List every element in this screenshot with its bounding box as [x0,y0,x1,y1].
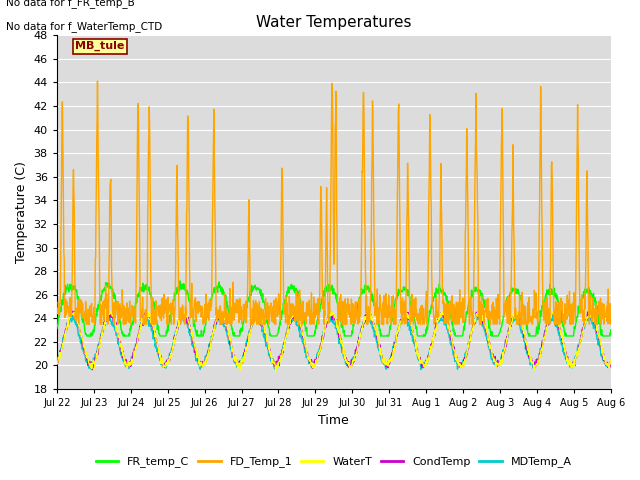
FD_Temp_1 [607,317,614,323]
FR_temp_C [369,294,377,300]
MDTemp_A [369,325,376,331]
FD_Temp_1 [369,108,377,114]
MDTemp_A [96,341,104,347]
FR_temp_C [53,326,61,332]
FD_Temp_1 [53,310,61,316]
CondTemp [310,361,318,367]
CondTemp [369,320,377,326]
FR_temp_C [96,297,104,302]
MDTemp_A [289,318,296,324]
CondTemp [607,361,614,367]
Line: FR_temp_C: FR_temp_C [57,281,611,336]
FR_temp_C [310,333,318,339]
X-axis label: Time: Time [319,414,349,427]
WaterT [118,348,126,354]
CondTemp [289,312,296,318]
FR_temp_C [300,320,308,326]
FR_temp_C [607,327,614,333]
Title: Water Temperatures: Water Temperatures [256,15,412,30]
WaterT [300,336,308,341]
WaterT [369,318,377,324]
WaterT [607,357,614,363]
FD_Temp_1 [97,321,104,327]
CondTemp [68,308,76,314]
MDTemp_A [106,312,113,317]
WaterT [272,369,280,374]
Text: No data for f_FR_temp_B: No data for f_FR_temp_B [6,0,135,8]
CondTemp [300,338,308,344]
MDTemp_A [300,341,308,347]
FR_temp_C [176,278,184,284]
Y-axis label: Temperature (C): Temperature (C) [15,161,28,263]
FR_temp_C [83,333,91,339]
MDTemp_A [119,356,127,362]
FD_Temp_1 [310,321,318,327]
CondTemp [88,367,96,372]
FD_Temp_1 [83,321,90,327]
Text: No data for f_WaterTemp_CTD: No data for f_WaterTemp_CTD [6,21,163,32]
CondTemp [119,355,127,361]
Line: MDTemp_A: MDTemp_A [57,314,611,370]
FD_Temp_1 [93,78,101,84]
MDTemp_A [53,360,61,366]
WaterT [310,362,318,368]
MDTemp_A [417,367,425,372]
MDTemp_A [607,359,614,364]
FR_temp_C [289,284,296,290]
Line: FD_Temp_1: FD_Temp_1 [57,81,611,324]
WaterT [289,314,296,320]
FD_Temp_1 [300,311,308,317]
MDTemp_A [310,363,317,369]
Line: CondTemp: CondTemp [57,311,611,370]
Line: WaterT: WaterT [57,309,611,372]
WaterT [143,306,150,312]
CondTemp [53,359,61,365]
FR_temp_C [119,329,127,335]
WaterT [53,361,61,367]
WaterT [96,344,104,350]
CondTemp [97,336,104,341]
Legend: FR_temp_C, FD_Temp_1, WaterT, CondTemp, MDTemp_A: FR_temp_C, FD_Temp_1, WaterT, CondTemp, … [92,452,576,472]
FD_Temp_1 [289,303,296,309]
FD_Temp_1 [119,302,127,308]
Text: MB_tule: MB_tule [76,41,125,51]
